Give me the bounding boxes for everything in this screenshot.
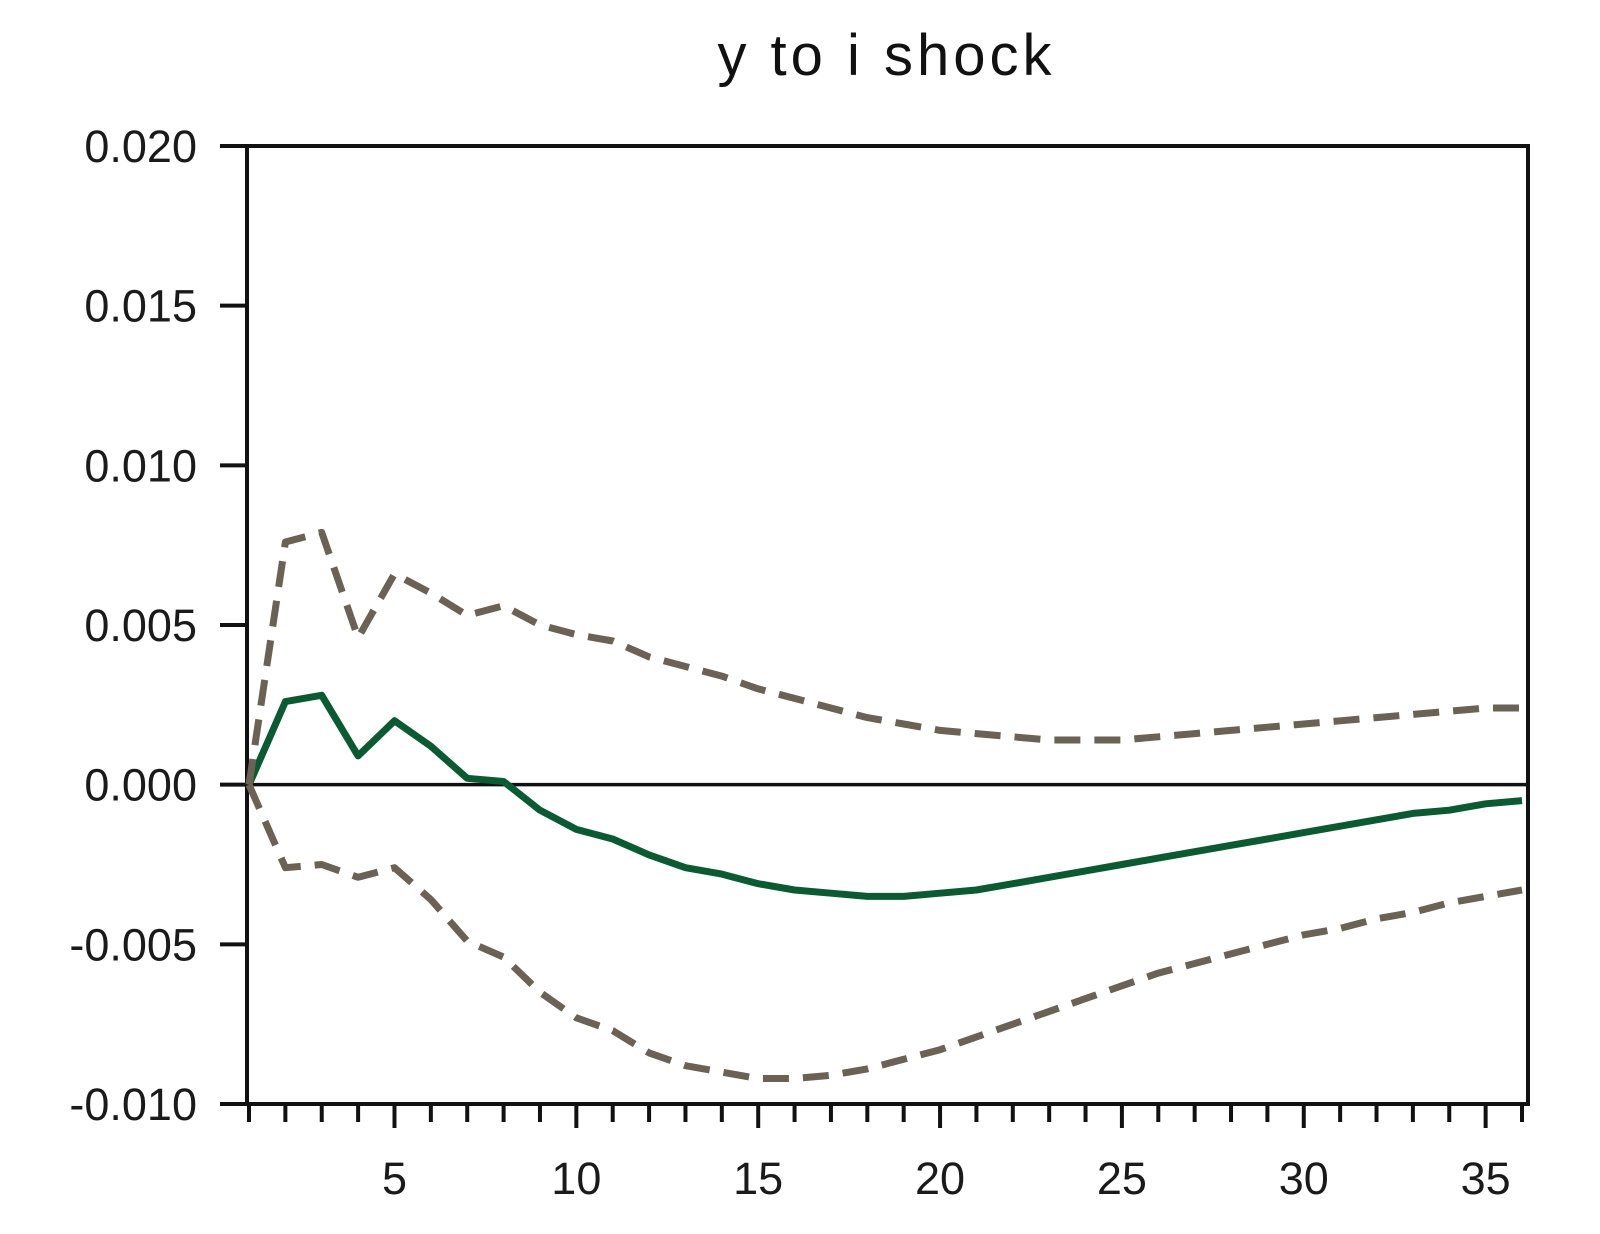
x-tick-label: 20: [915, 1153, 965, 1204]
x-tick-label: 15: [733, 1153, 783, 1204]
x-axis: 5 10 15 20 25 30 35: [247, 1104, 1524, 1204]
x-tick-label: 35: [1461, 1153, 1511, 1204]
chart-title: y to i shock: [717, 23, 1056, 88]
plot-frame: [245, 144, 1530, 1106]
y-tick-label: 0.020: [84, 121, 197, 172]
upper-band-line: [245, 528, 1522, 786]
y-tick-label: 0.015: [84, 281, 197, 332]
y-tick-label: -0.005: [69, 919, 197, 970]
y-axis: -0.010 -0.005 0.000 0.005 0.010 0.015 0.020: [69, 121, 247, 1130]
y-tick-label: -0.010: [69, 1079, 197, 1130]
series-layer: [245, 528, 1523, 1082]
x-tick-label: 30: [1279, 1153, 1329, 1204]
x-tick-label: 5: [382, 1153, 407, 1204]
y-tick-label: 0.005: [84, 600, 197, 651]
y-tick-label: 0.010: [84, 440, 197, 491]
x-tick-label: 10: [551, 1153, 601, 1204]
x-tick-label: 25: [1097, 1153, 1147, 1204]
y-tick-label: 0.000: [84, 760, 197, 811]
lower-band-line: [245, 783, 1523, 1082]
response-line: [245, 691, 1523, 900]
